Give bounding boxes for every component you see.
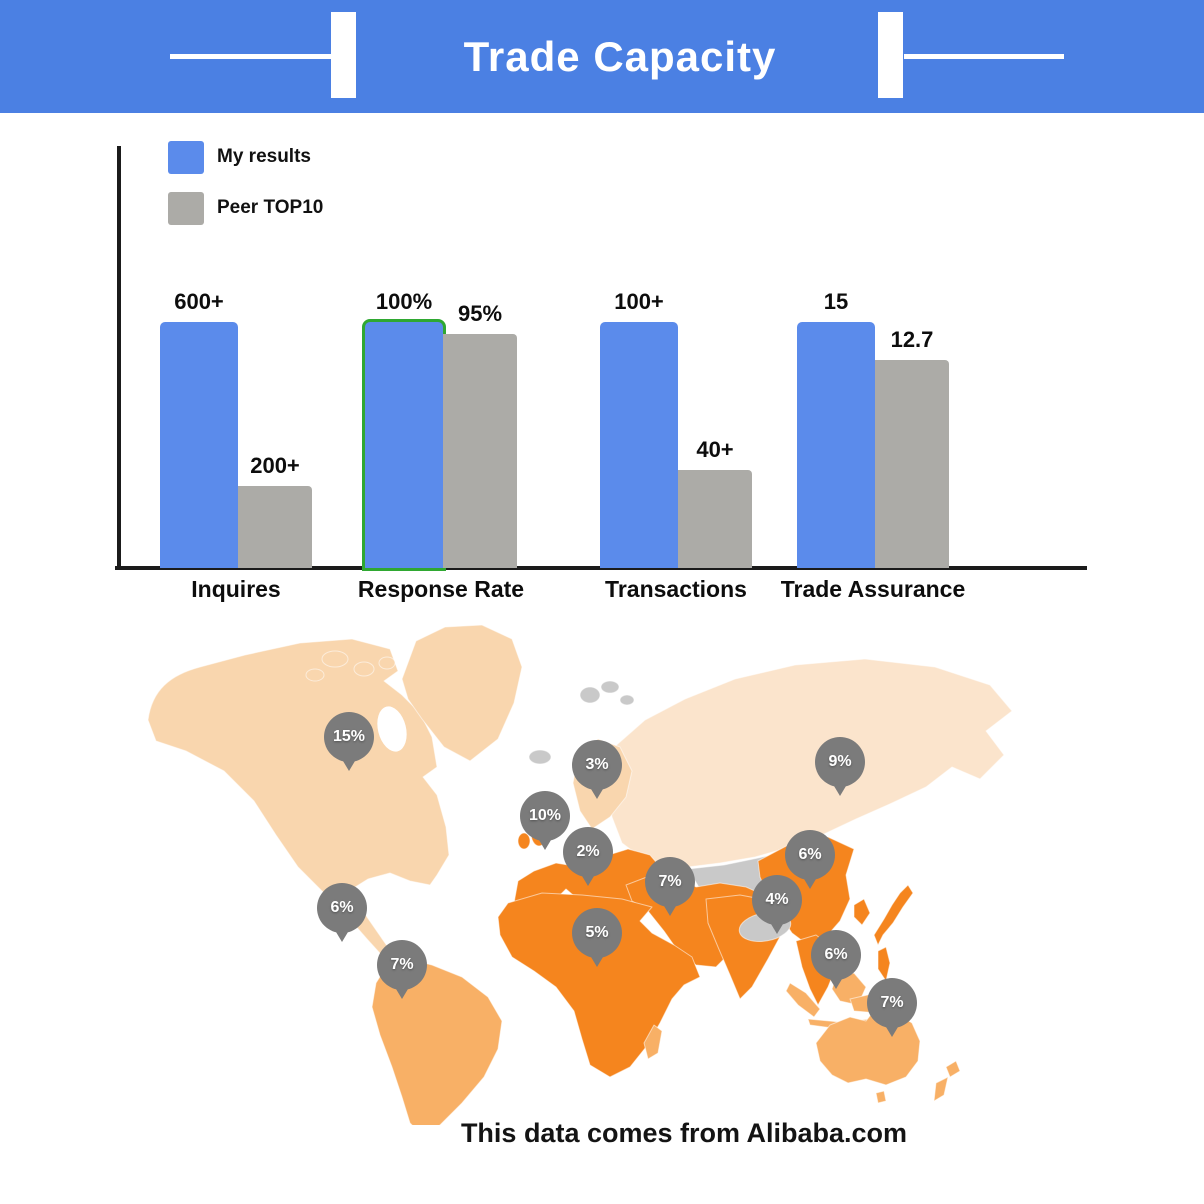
new-zealand-north <box>945 1060 961 1078</box>
korea <box>853 898 871 926</box>
pin-label: 6% <box>330 899 354 916</box>
pin-label: 3% <box>585 756 609 773</box>
arctic-island <box>378 656 396 670</box>
map-pin-middle-east: 7% <box>645 857 695 916</box>
philippines <box>877 946 891 982</box>
pin-label: 5% <box>585 924 609 941</box>
legend-swatch-my <box>168 140 204 174</box>
header-left-bar <box>331 12 356 98</box>
bar-my-results-0 <box>160 322 238 568</box>
legend-swatch-peer <box>168 191 204 225</box>
bar-value-peer-1: 95% <box>457 301 503 326</box>
map-pin-united-kingdom-western-europe: 10% <box>520 791 570 850</box>
pin-label: 15% <box>332 728 366 745</box>
header-right-bar <box>878 12 903 98</box>
continent-africa <box>497 892 701 1078</box>
pin-label: 10% <box>528 807 562 824</box>
pin-tail <box>333 927 351 942</box>
map-pin-southeast-asia: 6% <box>811 930 861 989</box>
japan <box>873 884 914 946</box>
pin-tail <box>588 784 606 799</box>
continent-north-america <box>147 638 450 974</box>
continent-south-america <box>371 958 503 1125</box>
bar-value-peer-3: 12.7 <box>890 327 934 352</box>
pin-label: 6% <box>798 846 822 863</box>
y-axis-line <box>117 146 121 570</box>
page-title: Trade Capacity <box>463 33 777 80</box>
map-pin-australia: 7% <box>867 978 917 1037</box>
pin-tail <box>536 835 554 850</box>
new-zealand-south <box>933 1076 949 1102</box>
map-pin-scandinavia-northern-europe: 3% <box>572 740 622 799</box>
bar-peer-top10-2 <box>678 470 752 568</box>
pin-tail <box>827 974 845 989</box>
madagascar <box>643 1024 663 1060</box>
iceland <box>528 749 552 765</box>
map-pin-central-europe: 2% <box>563 827 613 886</box>
legend-label-my: My results <box>217 146 311 167</box>
arctic-island <box>353 661 375 677</box>
pin-label: 9% <box>828 753 852 770</box>
pin-tail <box>340 756 358 771</box>
tasmania <box>875 1090 887 1104</box>
header-left-line <box>170 54 332 59</box>
sumatra <box>785 982 821 1018</box>
ireland <box>517 832 531 850</box>
category-label-0: Inquires <box>191 576 281 602</box>
svalbard-island <box>600 680 620 694</box>
header-right-line <box>904 54 1064 59</box>
pin-label: 6% <box>824 946 848 963</box>
map-pin-russia: 9% <box>815 737 865 796</box>
map-pin-canada-north-america: 15% <box>324 712 374 771</box>
pin-tail <box>393 984 411 999</box>
map-pin-india-south-asia: 4% <box>752 875 802 934</box>
legend-item-peer-top10: Peer TOP10 <box>168 191 323 225</box>
bar-peer-top10-3 <box>875 360 949 568</box>
pin-tail <box>661 901 679 916</box>
legend-item-my-results: My results <box>168 140 311 174</box>
bar-value-my-2: 100+ <box>614 289 664 314</box>
bar-my-results-3 <box>797 322 875 568</box>
map-caption: This data comes from Alibaba.com <box>460 1118 908 1148</box>
arctic-island <box>321 650 349 668</box>
pin-tail <box>883 1022 901 1037</box>
x-axis-line <box>115 566 1087 570</box>
bar-my-results-1 <box>365 322 443 568</box>
map-pin-africa: 5% <box>572 908 622 967</box>
category-label-1: Response Rate <box>357 576 525 602</box>
pin-tail <box>801 874 819 889</box>
category-label-2: Transactions <box>605 576 747 602</box>
bar-value-peer-0: 200+ <box>250 453 300 478</box>
bar-value-my-1: 100% <box>375 289 433 314</box>
bar-value-peer-2: 40+ <box>696 437 734 462</box>
pin-tail <box>831 781 849 796</box>
map-pin-mexico-central-america: 6% <box>317 883 367 942</box>
bar-peer-top10-1 <box>443 334 517 568</box>
map-pin-china-east-asia: 6% <box>785 830 835 889</box>
bar-value-my-0: 600+ <box>174 289 224 314</box>
pin-label: 7% <box>880 994 904 1011</box>
pin-label: 2% <box>576 843 600 860</box>
bar-my-results-2 <box>600 322 678 568</box>
pin-label: 4% <box>765 891 789 908</box>
pin-label: 7% <box>658 873 682 890</box>
pin-tail <box>579 871 597 886</box>
hudson-bay <box>377 706 407 752</box>
arctic-island <box>305 668 325 682</box>
legend-label-peer: Peer TOP10 <box>217 197 324 218</box>
pin-tail <box>588 952 606 967</box>
pin-label: 7% <box>390 956 414 973</box>
bar-value-my-3: 15 <box>823 289 849 314</box>
category-label-3: Trade Assurance <box>780 576 966 602</box>
header-banner: Trade Capacity <box>0 0 1204 113</box>
map-pin-south-america: 7% <box>377 940 427 999</box>
svalbard-island <box>619 694 635 706</box>
bar-peer-top10-0 <box>238 486 312 568</box>
greenland <box>401 624 523 762</box>
svalbard-island <box>579 686 601 704</box>
pin-tail <box>768 919 786 934</box>
